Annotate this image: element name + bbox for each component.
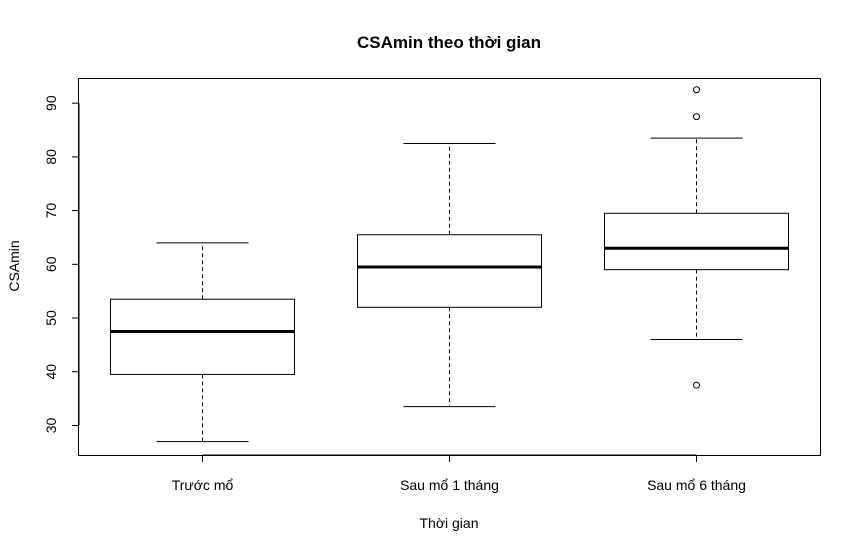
x-tick-label: Trước mổ xyxy=(172,477,234,493)
y-tick-label: 40 xyxy=(43,364,59,380)
x-axis: Trước mổ Sau mổ 1 tháng Sau mổ 6 tháng xyxy=(172,454,746,493)
iqr-box xyxy=(110,298,295,375)
x-axis-label: Thời gian xyxy=(420,515,479,531)
y-tick-label: 90 xyxy=(43,95,59,111)
box-group xyxy=(604,86,789,389)
outlier-point xyxy=(693,86,700,94)
iqr-box xyxy=(604,212,789,271)
x-tick-label: Sau mổ 1 tháng xyxy=(400,477,499,493)
y-tick-label: 50 xyxy=(43,310,59,326)
y-axis-label: CSAmin xyxy=(6,240,22,291)
y-axis: 30 40 50 60 70 80 90 xyxy=(43,95,80,433)
outlier-point xyxy=(693,113,700,121)
box-group xyxy=(357,142,542,408)
chart-title: CSAmin theo thời gian xyxy=(357,33,541,52)
y-tick-label: 70 xyxy=(43,203,59,219)
y-tick-label: 60 xyxy=(43,256,59,272)
y-tick-label: 80 xyxy=(43,149,59,165)
box-group xyxy=(110,242,295,443)
boxes xyxy=(110,86,789,443)
y-tick-label: 30 xyxy=(43,417,59,433)
iqr-box xyxy=(357,234,542,308)
outlier-point xyxy=(693,381,700,389)
x-tick-label: Sau mổ 6 tháng xyxy=(647,477,746,493)
